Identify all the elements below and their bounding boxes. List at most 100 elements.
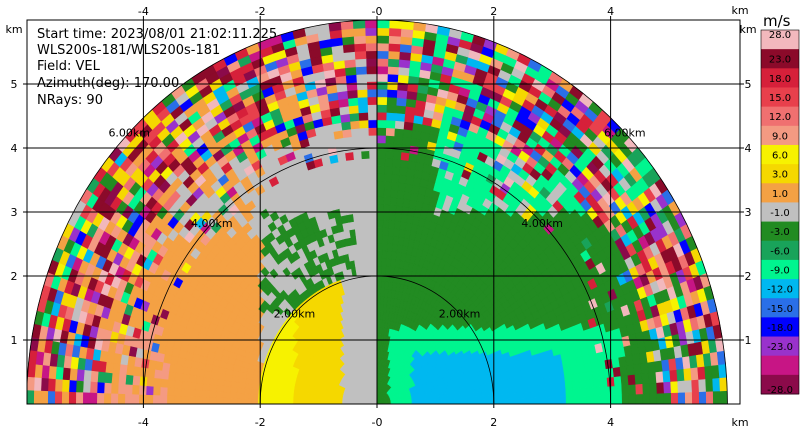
velocity-cell (376, 42, 389, 52)
velocity-cell (356, 196, 365, 206)
velocity-cell (90, 370, 99, 383)
velocity-cell (364, 27, 378, 36)
velocity-cell (173, 388, 182, 397)
velocity-cell (387, 65, 399, 75)
velocity-cell (369, 165, 378, 175)
velocity-cell (166, 387, 175, 397)
velocity-cell (389, 189, 398, 199)
velocity-cell (355, 73, 368, 83)
velocity-cell (579, 395, 588, 404)
colorbar-label: 12.0 (769, 112, 791, 123)
x-unit-label-top: km (731, 4, 748, 17)
velocity-cell (376, 96, 388, 106)
velocity-cell (397, 182, 406, 192)
velocity-cell (365, 58, 378, 67)
velocity-cell (395, 197, 404, 207)
velocity-cell (359, 135, 370, 144)
x-tick-label-top: -4 (138, 5, 149, 18)
velocity-cell (394, 212, 402, 222)
velocity-cell (341, 128, 352, 139)
velocity-cell (159, 387, 168, 397)
velocity-cell (383, 173, 393, 183)
velocity-cell (384, 142, 394, 152)
velocity-cell (173, 380, 183, 390)
velocity-cell (394, 205, 403, 215)
velocity-cell (628, 383, 637, 395)
velocity-cell (390, 173, 400, 183)
velocity-cell (97, 371, 106, 384)
velocity-cell (370, 219, 378, 228)
velocity-cell (655, 370, 664, 383)
velocity-cell (257, 390, 266, 396)
velocity-cell (669, 369, 678, 382)
velocity-cell (593, 395, 602, 404)
velocity-cell (383, 188, 392, 198)
velocity-cell (187, 396, 196, 404)
velocity-cell (543, 383, 553, 392)
velocity-cell (366, 81, 378, 90)
y-tick-label-right: 3 (745, 206, 752, 219)
velocity-cell (367, 104, 378, 113)
velocity-cell (236, 387, 245, 395)
velocity-cell (350, 197, 359, 207)
velocity-cell (388, 27, 402, 37)
velocity-cell (346, 166, 356, 177)
velocity-cell (351, 135, 361, 145)
velocity-cell (621, 384, 630, 395)
velocity-cell (223, 380, 232, 388)
velocity-cell (544, 390, 553, 398)
velocity-cell (387, 219, 395, 229)
velocity-cell (257, 399, 266, 404)
velocity-cell (27, 376, 35, 392)
velocity-cell (366, 73, 378, 82)
velocity-cell (103, 393, 112, 404)
velocity-cell (393, 127, 404, 138)
velocity-cell (68, 391, 77, 404)
velocity-cell (712, 377, 721, 392)
velocity-cell (367, 257, 373, 267)
velocity-cell (131, 394, 140, 404)
velocity-cell (250, 394, 259, 400)
velocity-cell (677, 380, 686, 393)
start-time-text: Start time: 2023/08/01 21:02:11.225 (37, 27, 277, 42)
velocity-cell (365, 65, 378, 75)
velocity-cell (166, 379, 176, 389)
velocity-cell (347, 97, 359, 107)
velocity-cell (537, 390, 546, 399)
velocity-cell (388, 20, 402, 29)
velocity-cell (684, 379, 693, 393)
velocity-cell (690, 366, 699, 381)
velocity-cell (509, 398, 518, 404)
velocity-cell (621, 394, 630, 404)
velocity-cell (376, 50, 389, 59)
velocity-cell (384, 158, 393, 167)
velocity-cell (243, 398, 252, 404)
velocity-cell (529, 385, 539, 393)
velocity-cell (387, 50, 400, 60)
velocity-cell (174, 372, 184, 382)
velocity-cell (390, 181, 399, 191)
velocity-cell (402, 198, 411, 208)
velocity-cell (362, 188, 371, 198)
velocity-cell (104, 372, 113, 384)
velocity-cell (376, 227, 383, 236)
velocity-cell (285, 396, 294, 402)
velocity-cell (194, 389, 203, 398)
velocity-cell (381, 250, 388, 259)
colorbar-label: 1.0 (772, 189, 788, 200)
velocity-cell (364, 219, 372, 229)
velocity-cell (195, 375, 204, 385)
velocity-cell (376, 157, 386, 167)
y-tick-label-right: 4 (745, 142, 752, 155)
velocity-cell (160, 370, 170, 381)
velocity-cell (516, 392, 525, 399)
velocity-cell (152, 386, 161, 397)
velocity-cell (386, 81, 398, 91)
velocity-cell (357, 104, 369, 114)
velocity-cell (379, 311, 384, 321)
x-tick-label-top: 4 (607, 5, 614, 18)
colorbar-label: 28.0 (769, 30, 791, 41)
velocity-cell (96, 392, 105, 404)
velocity-cell (340, 121, 351, 131)
